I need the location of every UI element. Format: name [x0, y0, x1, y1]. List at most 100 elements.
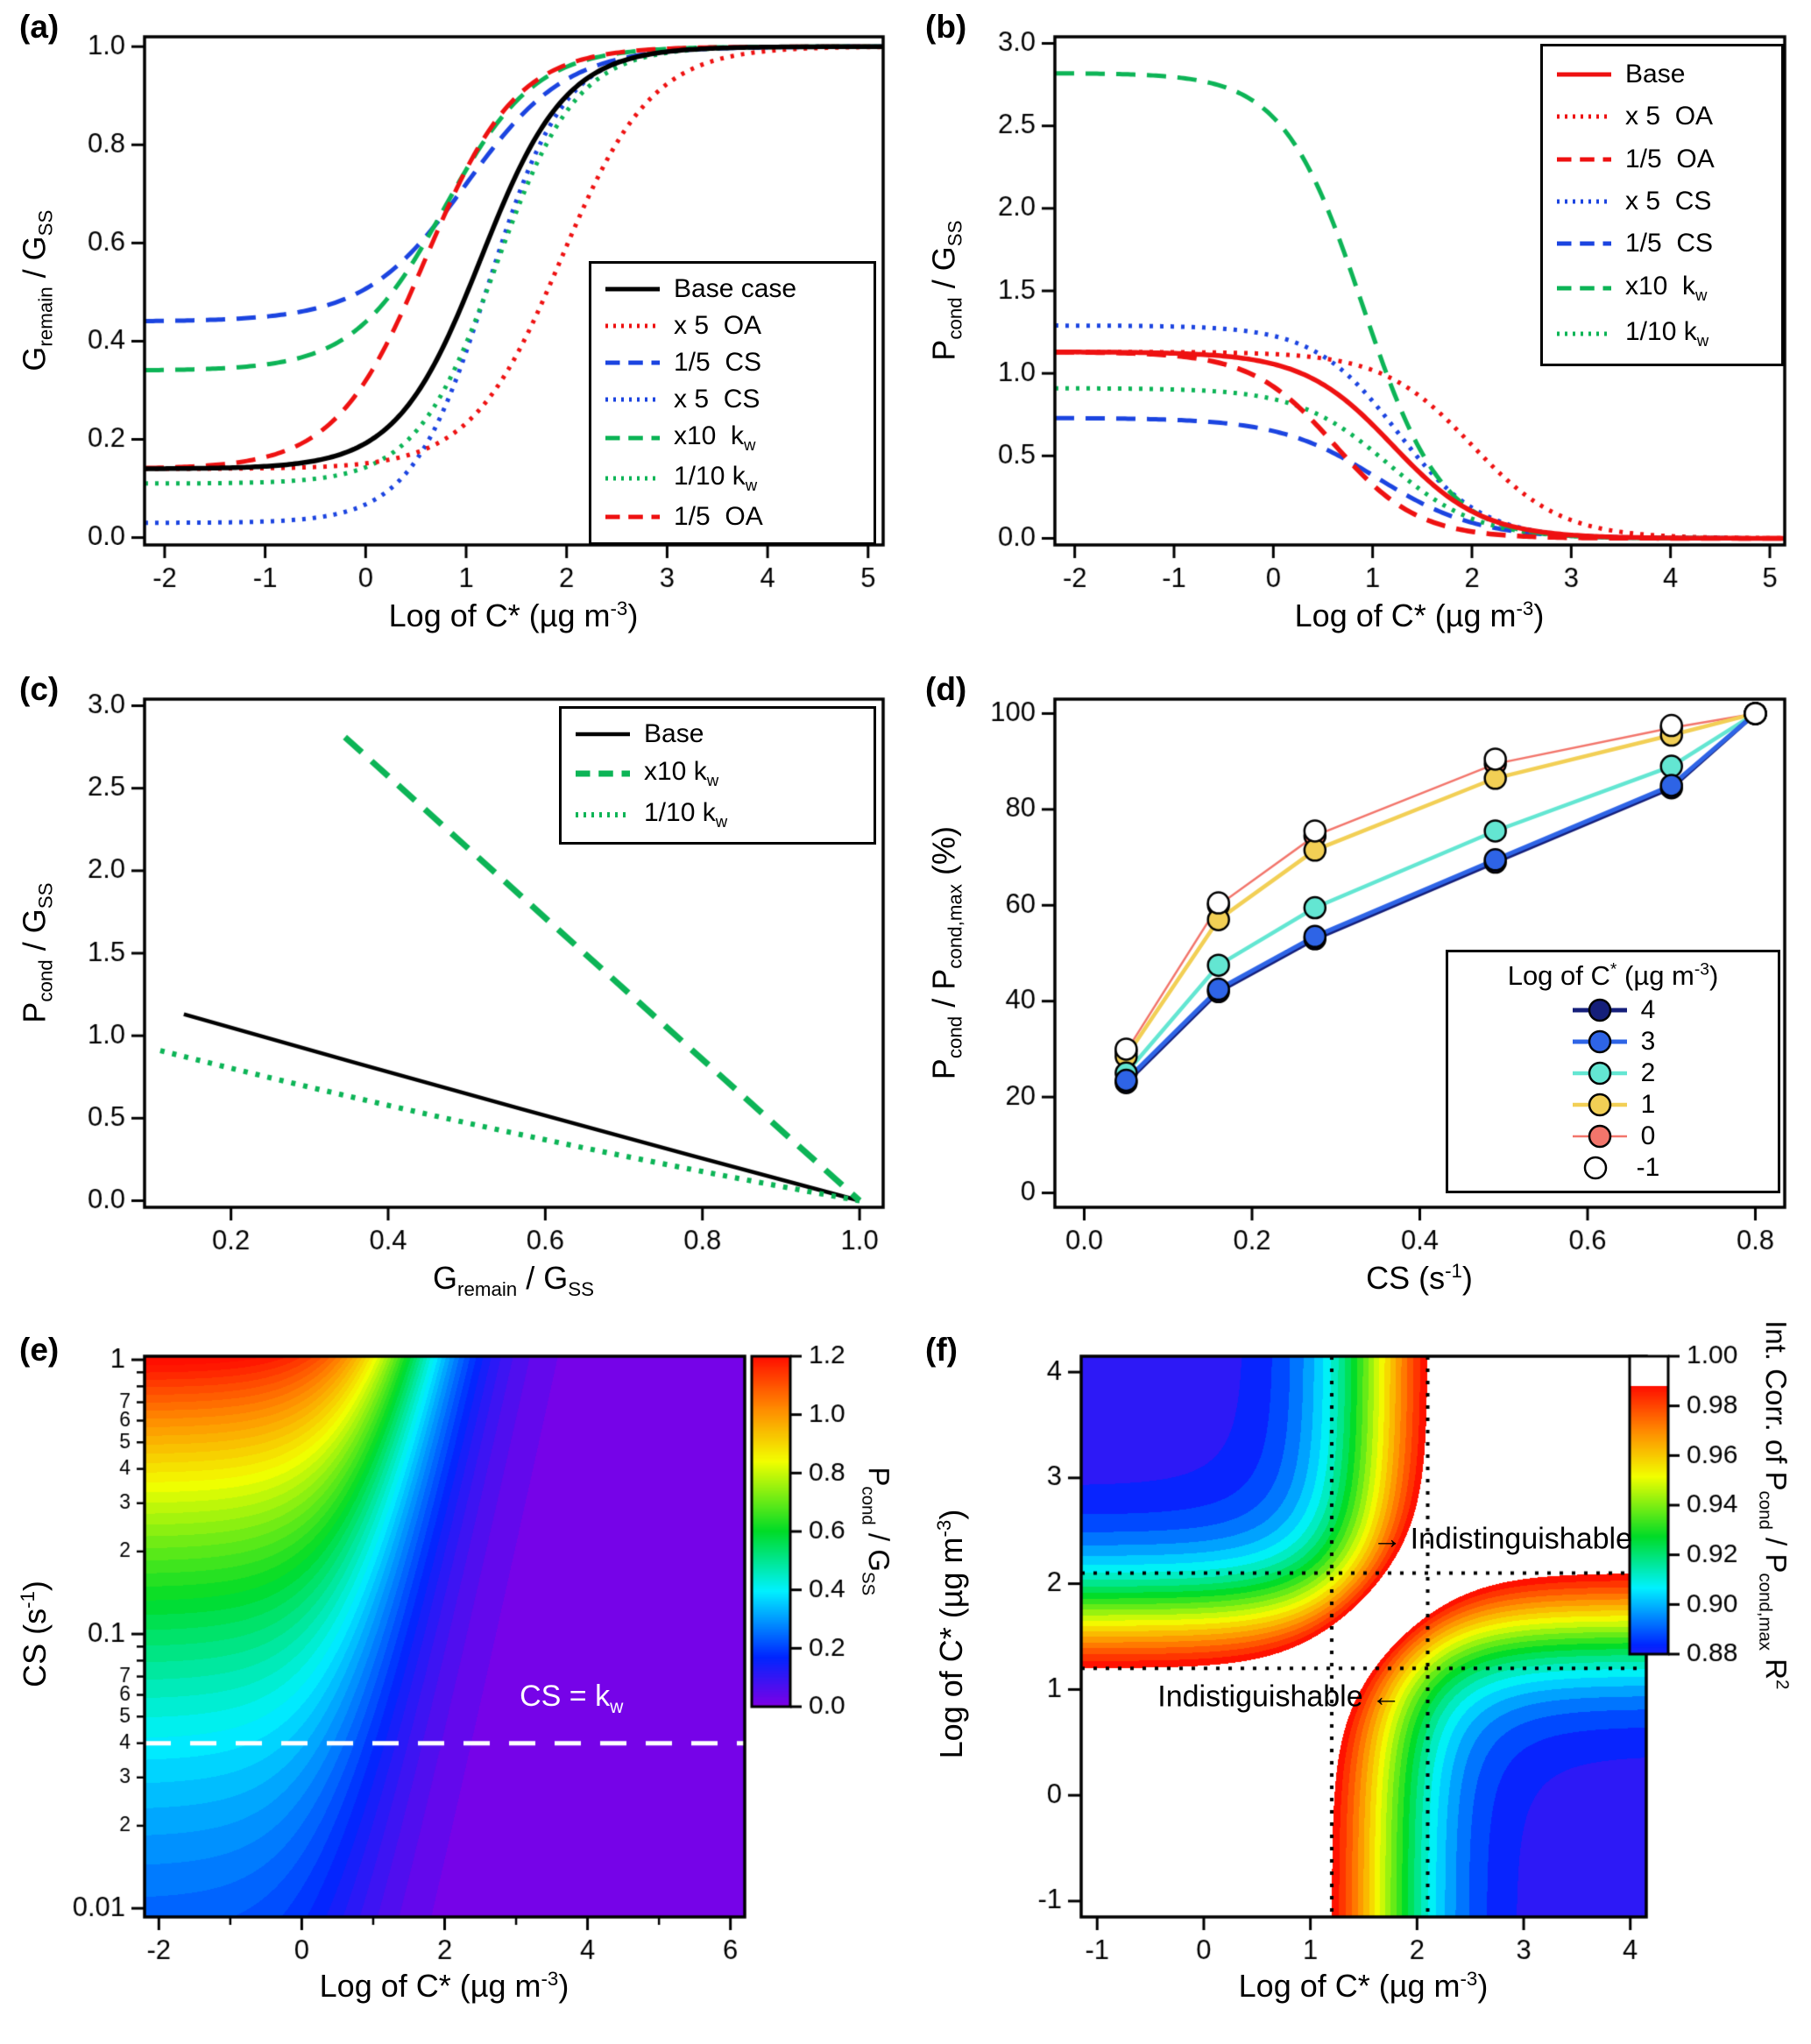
panel-e-yaxis-title: CS (s-1)	[17, 1581, 53, 1687]
panel-c-letter: (c)	[19, 671, 60, 707]
panel-b-xaxis-title: Log of C* (µg m-3)	[1294, 598, 1545, 633]
legend-item-label: 1/5 OA	[674, 502, 763, 531]
legend-b-item-0: Base	[1555, 60, 1769, 89]
legend-item-label: x 5 CS	[1625, 186, 1712, 216]
legend-d-item-5: -1	[1461, 1153, 1765, 1183]
legend-line-sample-icon	[605, 360, 660, 365]
panel-a-xaxis-title: Log of C* (µg m-3)	[388, 598, 639, 633]
legend-line-sample-icon	[1572, 998, 1627, 1022]
legend-d-item-4: 0	[1461, 1121, 1765, 1151]
legend-a-item-6: 1/5 OA	[604, 502, 861, 532]
legend-item-label: 1/5 CS	[1625, 229, 1714, 258]
panel-b-yaxis-title: Pcond / GSS	[925, 220, 966, 361]
legend-line-sample-icon	[1572, 1124, 1627, 1149]
legend-a-item-4: x10 kw	[604, 421, 861, 455]
legend-item-label: 2	[1640, 1058, 1656, 1087]
panel-e-xaxis-title: Log of C* (µg m-3)	[319, 1968, 569, 2004]
legend-line-sample-icon	[1557, 241, 1611, 246]
panel-e-colorbar-title: Pcond / GSS	[858, 1467, 895, 1596]
legend-line-sample-icon	[1572, 1029, 1627, 1054]
annotation-1: Indistiguishable ←	[1157, 1680, 1402, 1714]
panel-a-yaxis-title: Gremain / GSS	[16, 209, 57, 371]
panel-a-letter: (a)	[19, 9, 60, 45]
legend-d-item-3: 1	[1461, 1090, 1765, 1120]
legend-d-item-2: 2	[1461, 1058, 1765, 1088]
legend-c-item-2: 1/10 kw	[574, 798, 861, 831]
legend-item-label: x 5 OA	[674, 311, 762, 340]
legend-b-item-1: x 5 OA	[1555, 102, 1769, 131]
legend-item-label: x10 kw	[1625, 271, 1708, 304]
legend-item-label: 1/10 kw	[674, 462, 758, 494]
legend-b-item-2: 1/5 OA	[1555, 145, 1769, 174]
panel-d-letter: (d)	[925, 671, 967, 707]
legend-line-sample-icon	[1572, 1093, 1627, 1117]
legend-item-label: Base case	[674, 274, 797, 303]
annotation-0: CS = kw	[520, 1680, 624, 1718]
legend-line-sample-icon	[576, 811, 630, 817]
panel-f: (f) Log of C* (µg m-3) Log of C* (µg m-3…	[906, 1320, 1811, 2044]
legend-d-title: Log of C* (µg m-3)	[1507, 960, 1719, 991]
panel-c-yaxis-title: Pcond / GSS	[16, 882, 57, 1023]
legend-line-sample-icon	[1557, 286, 1611, 291]
legend-line-sample-icon	[605, 397, 660, 402]
legend-a-item-5: 1/10 kw	[604, 462, 861, 495]
legend-line-sample-icon	[1557, 114, 1611, 119]
legend-item-label: 1/5 OA	[1625, 144, 1715, 173]
panel-e-letter: (e)	[19, 1332, 60, 1368]
annotation-0: → Indistinguishable	[1372, 1522, 1632, 1556]
legend-line-sample-icon	[1557, 72, 1611, 77]
panel-a: (a) Log of C* (µg m-3) Gremain / GSS Bas…	[0, 0, 905, 661]
panel-f-yaxis-title: Log of C* (µg m-3)	[933, 1509, 969, 1759]
legend-item-label: -1	[1636, 1153, 1660, 1182]
panel-f-colorbar-title: Int. Corr. of Pcond / Pcond,max R2	[1755, 1320, 1793, 1690]
legend-b-item-3: x 5 CS	[1555, 187, 1769, 216]
legend-item-label: 1/5 CS	[674, 348, 762, 377]
panel-d: (d) CS (s-1) Pcond / Pcond,max (%) Log o…	[906, 662, 1811, 1324]
legend-d-item-0: 4	[1461, 995, 1765, 1025]
legend-item-label: x 5 CS	[674, 385, 760, 414]
panel-e-canvas	[0, 1325, 905, 2044]
legend-item-label: 3	[1640, 1027, 1656, 1056]
legend-item-label: x 5 OA	[1625, 102, 1714, 131]
legend-a-item-2: 1/5 CS	[604, 348, 861, 378]
legend-line-sample-icon	[1583, 1156, 1607, 1180]
legend-line-sample-icon	[1557, 157, 1611, 162]
panel-b: (b) Log of C* (µg m-3) Pcond / GSS Base x…	[906, 0, 1811, 661]
legend-line-sample-icon	[1572, 1061, 1627, 1086]
legend-a-item-3: x 5 CS	[604, 385, 861, 414]
panel-d-yaxis-title: Pcond / Pcond,max (%)	[925, 826, 966, 1080]
panel-c: (c) Gremain / GSS Pcond / GSS Base x10 kw…	[0, 662, 905, 1324]
legend-line-sample-icon	[605, 323, 660, 329]
panel-c-xaxis-title: Gremain / GSS	[433, 1260, 594, 1301]
legend-line-sample-icon	[605, 435, 660, 441]
legend-item-label: 1	[1640, 1090, 1656, 1119]
legend-item-label: 1/10 kw	[644, 797, 728, 831]
legend-b: Base x 5 OA 1/5 OA x 5 CS 1/5 CS x10 kw 1/10 k…	[1540, 44, 1784, 366]
legend-line-sample-icon	[605, 514, 660, 520]
legend-line-sample-icon	[576, 770, 630, 777]
legend-item-label: 1/10 kw	[1625, 316, 1709, 350]
legend-c: Base x10 kw 1/10 kw	[559, 706, 876, 845]
panel-f-letter: (f)	[925, 1332, 958, 1368]
legend-c-item-0: Base	[574, 719, 861, 749]
legend-c-item-1: x10 kw	[574, 757, 861, 790]
legend-a-item-1: x 5 OA	[604, 311, 861, 341]
legend-line-sample-icon	[576, 732, 630, 737]
legend-line-sample-icon	[1557, 331, 1611, 336]
legend-item-label: Base	[644, 719, 704, 749]
legend-b-item-6: 1/10 kw	[1555, 317, 1769, 350]
panel-b-letter: (b)	[925, 9, 967, 45]
panel-e: (e) Log of C* (µg m-3) CS (s-1) Pcond / …	[0, 1325, 905, 2044]
panel-f-xaxis-title: Log of C* (µg m-3)	[1238, 1968, 1489, 2004]
legend-b-item-5: x10 kw	[1555, 272, 1769, 305]
legend-a: Base case x 5 OA 1/5 CS x 5 CS x10 kw 1/10 kw…	[589, 261, 876, 545]
legend-item-label: x10 kw	[674, 421, 756, 454]
panel-f-canvas	[906, 1325, 1811, 2044]
legend-d: Log of C* (µg m-3) 4 3 2 1 0 -1	[1446, 950, 1780, 1193]
panel-d-xaxis-title: CS (s-1)	[1366, 1260, 1473, 1296]
legend-item-label: x10 kw	[644, 756, 719, 789]
legend-item-label: Base	[1625, 60, 1686, 89]
legend-item-label: 0	[1640, 1121, 1656, 1150]
legend-d-item-1: 3	[1461, 1027, 1765, 1057]
